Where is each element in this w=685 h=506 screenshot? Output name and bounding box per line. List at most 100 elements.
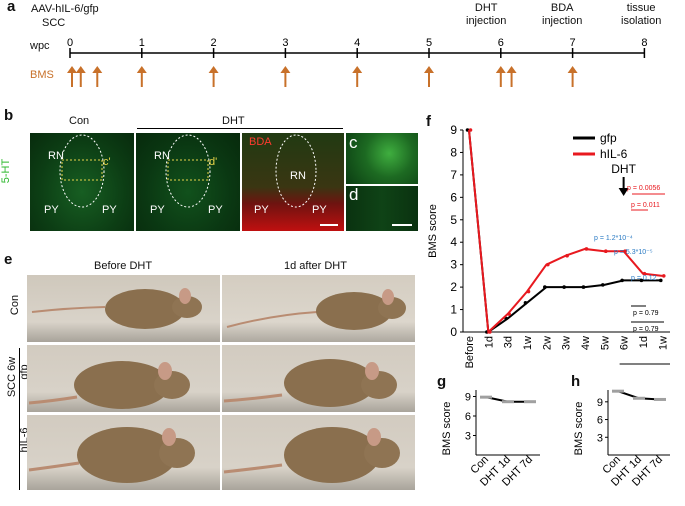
data-point: [658, 278, 663, 283]
timeline-tick-label: 1: [139, 37, 145, 49]
dht-event: DHT injection: [466, 2, 507, 27]
bms-arrow-head: [136, 66, 147, 73]
timeline-tick-label: 6: [498, 37, 504, 49]
data-point: [612, 389, 624, 393]
y-tick-label: 7: [450, 168, 457, 182]
y-tick-label: 5: [450, 213, 457, 227]
cprime-label: c': [103, 156, 111, 168]
micrograph-con: RN c' PY PY: [30, 133, 134, 231]
x-tick-label: 1w: [657, 336, 669, 350]
y-tick-label: 9: [450, 123, 457, 137]
scc-label: SCC: [42, 17, 66, 29]
panel-a-label: a: [7, 0, 16, 15]
bms-arrow-head: [506, 66, 517, 73]
data-point: [524, 400, 536, 404]
x-tick-label: 1d: [483, 336, 495, 348]
x-tick-label: 6w: [619, 336, 631, 350]
timeline-tick-label: 0: [67, 37, 73, 49]
x-tick-label: 3d: [503, 336, 515, 348]
data-point: [526, 289, 531, 294]
wpc-label: wpc: [30, 40, 50, 52]
y-tick-label: 3: [465, 431, 471, 443]
panel-f-label: f: [426, 113, 431, 130]
bda-event: BDA injection: [542, 2, 583, 27]
data-point: [620, 278, 624, 283]
bms-arrow-head: [75, 66, 86, 73]
data-point: [654, 397, 666, 401]
x-tick-label: 1w: [522, 336, 534, 350]
y-tick-label: 8: [450, 145, 457, 159]
data-point: [507, 312, 511, 316]
bda-label: BDA: [249, 136, 272, 148]
series-line-hIL-6: [468, 129, 663, 335]
py-label: PY: [44, 204, 59, 216]
y-tick-label: 3: [597, 432, 603, 444]
scc6w-bracket: [19, 348, 20, 490]
y-tick-label: 9: [597, 397, 603, 409]
bms-time-chart: 0 1 2 3 4 5 6 7 8 9 BMS score Before 1d 3d 1w 2w 3w 4w 5w 6…: [427, 123, 670, 370]
data-point: [642, 271, 647, 276]
photo-gfp-after: [222, 345, 415, 412]
y-tick-label: 4: [450, 235, 457, 249]
bms-arrow-head: [424, 66, 434, 73]
x-tick-label: 5w: [599, 336, 611, 350]
con-header: Con: [69, 115, 90, 127]
data-point: [584, 247, 589, 251]
ht-label: 5-HT: [0, 158, 13, 184]
p-value: p = 5.3*10⁻⁵: [614, 249, 653, 256]
y-axis-label: BMS score: [573, 402, 585, 456]
data-point: [603, 249, 608, 253]
data-point: [600, 283, 605, 287]
photo-hil6-before: [27, 415, 220, 490]
p-value: p = 0.79: [633, 326, 659, 333]
panel-d-label: d: [349, 186, 359, 204]
panel-g-label: g: [437, 373, 447, 390]
photo-hil6-after: [222, 415, 415, 490]
data-point: [565, 253, 569, 258]
data-point: [639, 278, 644, 283]
micrograph-bda: BDA RN PY PY: [242, 133, 344, 231]
x-tick-label: 3w: [561, 336, 573, 350]
x-tick-label: Before: [464, 336, 476, 368]
bms-arrow-head: [92, 66, 103, 73]
virus-label: AAV-hIL-6/gfp: [31, 3, 99, 15]
data-point: [488, 330, 492, 334]
timeline-tick-label: 3: [282, 37, 288, 49]
before-dht-header: Before DHT: [94, 260, 153, 272]
data-point: [502, 400, 514, 404]
bms-arrow-head: [567, 66, 578, 73]
timeline-tick-label: 4: [354, 37, 360, 49]
panel-c-label: c: [349, 133, 358, 152]
bms-label: BMS: [30, 69, 54, 81]
data-point: [623, 249, 627, 253]
x-tick-label: 4w: [580, 336, 592, 350]
y-tick-label: 6: [450, 190, 457, 204]
panel-e-label: e: [4, 251, 13, 268]
data-point: [633, 396, 645, 400]
py-label: PY: [150, 204, 165, 216]
x-tick-label: 1d: [638, 336, 650, 348]
dht-group-label: DHT: [634, 369, 659, 370]
bms-arrow-head: [495, 66, 506, 73]
py-label: PY: [312, 204, 327, 216]
y-tick-label: 3: [450, 258, 457, 272]
dht-header: DHT: [222, 115, 245, 127]
bms-arrow-head: [208, 66, 219, 73]
tissue-event: tissue isolation: [621, 2, 662, 27]
y-tick-label: 6: [597, 415, 603, 427]
timeline-tick-label: 5: [426, 37, 432, 49]
timeline-tick-label: 8: [641, 37, 647, 49]
panel-b-label: b: [4, 107, 14, 124]
dht-marker-label: DHT: [611, 162, 636, 176]
panel-h-label: h: [571, 373, 581, 390]
data-point: [480, 395, 492, 399]
rn-label: RN: [48, 150, 64, 162]
dht-bracket: [137, 128, 343, 129]
timeline-tick-label: 7: [570, 37, 576, 49]
rn-label: RN: [154, 150, 170, 162]
micrograph-c: c: [346, 133, 418, 184]
py-label: PY: [102, 204, 117, 216]
data-point: [468, 128, 473, 132]
y-tick-label: 6: [465, 411, 471, 423]
